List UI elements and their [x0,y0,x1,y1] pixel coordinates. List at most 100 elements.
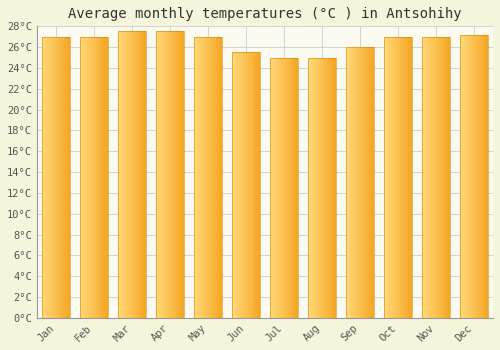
Bar [234,52,236,318]
Bar [422,37,450,318]
Bar [323,57,324,318]
Bar [243,52,244,318]
Bar [326,57,328,318]
Bar [194,37,222,318]
Bar [207,37,208,318]
Bar [88,37,89,318]
Bar [160,32,162,318]
Bar [256,52,258,318]
Bar [163,32,164,318]
Bar [164,32,165,318]
Bar [210,37,211,318]
Bar [428,37,430,318]
Bar [156,32,158,318]
Bar [48,37,49,318]
Bar [346,47,374,318]
Bar [203,37,204,318]
Bar [208,37,209,318]
Bar [362,47,363,318]
Bar [129,32,130,318]
Bar [104,37,105,318]
Bar [468,35,469,318]
Bar [167,32,168,318]
Bar [92,37,93,318]
Bar [440,37,441,318]
Bar [118,32,146,318]
Bar [168,32,169,318]
Bar [272,57,274,318]
Bar [90,37,91,318]
Bar [202,37,203,318]
Bar [437,37,438,318]
Bar [438,37,439,318]
Bar [479,35,480,318]
Bar [133,32,134,318]
Bar [308,57,336,318]
Bar [284,57,285,318]
Bar [397,37,398,318]
Bar [398,37,399,318]
Bar [96,37,98,318]
Bar [350,47,352,318]
Bar [294,57,296,318]
Bar [67,37,68,318]
Bar [140,32,141,318]
Bar [80,37,108,318]
Title: Average monthly temperatures (°C ) in Antsohihy: Average monthly temperatures (°C ) in An… [68,7,462,21]
Bar [218,37,220,318]
Bar [162,32,163,318]
Bar [278,57,279,318]
Bar [244,52,245,318]
Bar [448,37,450,318]
Bar [252,52,254,318]
Bar [238,52,240,318]
Bar [292,57,294,318]
Bar [220,37,221,318]
Bar [105,37,106,318]
Bar [430,37,432,318]
Bar [204,37,205,318]
Bar [124,32,125,318]
Bar [53,37,54,318]
Bar [248,52,249,318]
Bar [316,57,317,318]
Bar [127,32,128,318]
Bar [205,37,206,318]
Bar [241,52,242,318]
Bar [477,35,478,318]
Bar [394,37,395,318]
Bar [408,37,410,318]
Bar [390,37,392,318]
Bar [212,37,214,318]
Bar [317,57,318,318]
Bar [42,37,70,318]
Bar [348,47,350,318]
Bar [475,35,476,318]
Bar [236,52,238,318]
Bar [178,32,180,318]
Bar [183,32,184,318]
Bar [66,37,67,318]
Bar [93,37,94,318]
Bar [386,37,388,318]
Bar [194,37,196,318]
Bar [392,37,394,318]
Bar [403,37,404,318]
Bar [42,37,43,318]
Bar [130,32,131,318]
Bar [106,37,107,318]
Bar [250,52,252,318]
Bar [287,57,288,318]
Bar [249,52,250,318]
Bar [232,52,260,318]
Bar [171,32,172,318]
Bar [95,37,96,318]
Bar [51,37,52,318]
Bar [122,32,124,318]
Bar [439,37,440,318]
Bar [470,35,471,318]
Bar [476,35,477,318]
Bar [80,37,82,318]
Bar [384,37,386,318]
Bar [142,32,144,318]
